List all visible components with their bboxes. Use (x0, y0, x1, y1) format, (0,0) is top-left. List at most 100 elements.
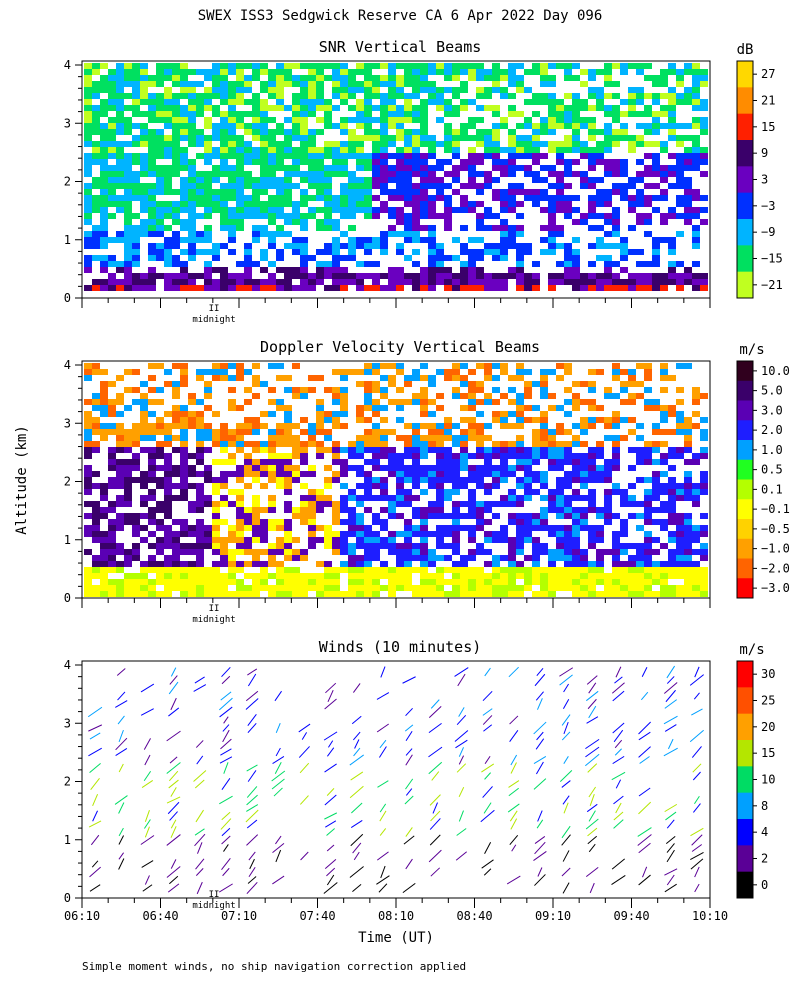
doppler-cell (516, 585, 524, 591)
doppler-cell (692, 573, 700, 579)
doppler-cell (444, 423, 452, 429)
snr-cell (140, 87, 148, 93)
doppler-cell (84, 549, 92, 555)
doppler-cell (420, 555, 428, 561)
colorbar-swatch (737, 400, 753, 421)
doppler-cell (412, 423, 420, 429)
doppler-cell (124, 405, 132, 411)
doppler-cell (156, 591, 164, 597)
snr-cell (108, 129, 116, 135)
snr-cell (364, 75, 372, 81)
doppler-cell (684, 483, 692, 489)
wind-barb (614, 748, 622, 756)
doppler-cell (356, 495, 364, 501)
doppler-cell (276, 465, 284, 471)
doppler-cell (612, 363, 620, 369)
snr-cell (284, 165, 292, 171)
snr-cell (284, 75, 292, 81)
snr-cell (132, 279, 140, 285)
snr-cell (172, 135, 180, 141)
doppler-cell (156, 453, 164, 459)
doppler-cell (508, 537, 516, 543)
doppler-cell (372, 519, 380, 525)
doppler-cell (420, 591, 428, 597)
snr-cell (556, 111, 564, 117)
snr-cell (124, 69, 132, 75)
snr-cell (140, 189, 148, 195)
snr-cell (140, 159, 148, 165)
snr-cell (404, 69, 412, 75)
doppler-cell (572, 399, 580, 405)
snr-cell (628, 111, 636, 117)
snr-cell (220, 207, 228, 213)
doppler-cell (284, 573, 292, 579)
snr-cell (580, 81, 588, 87)
snr-cell (604, 273, 612, 279)
snr-cell (476, 273, 484, 279)
snr-cell (412, 75, 420, 81)
doppler-cell (372, 573, 380, 579)
snr-cell (244, 261, 252, 267)
snr-cell (340, 99, 348, 105)
wind-barb (325, 820, 337, 828)
snr-cell (460, 207, 468, 213)
snr-cell (292, 111, 300, 117)
doppler-cell (284, 543, 292, 549)
snr-cell (340, 153, 348, 159)
doppler-cell (276, 477, 284, 483)
snr-cell (412, 81, 420, 87)
snr-cell (564, 75, 572, 81)
snr-cell (84, 135, 92, 141)
doppler-cell (84, 369, 92, 375)
doppler-cell (100, 435, 108, 441)
snr-cell (540, 141, 548, 147)
snr-cell (556, 159, 564, 165)
snr-cell (316, 99, 324, 105)
snr-cell (476, 279, 484, 285)
wind-barb (689, 674, 704, 686)
doppler-cell (164, 369, 172, 375)
wind-barb (509, 729, 519, 743)
doppler-cell (580, 585, 588, 591)
snr-cell (412, 201, 420, 207)
snr-cell (124, 225, 132, 231)
snr-cell (204, 177, 212, 183)
doppler-cell (652, 549, 660, 555)
snr-cell (564, 69, 572, 75)
snr-cell (540, 117, 548, 123)
doppler-cell (372, 411, 380, 417)
snr-cell (324, 153, 332, 159)
snr-cell (100, 279, 108, 285)
doppler-cell (252, 585, 260, 591)
doppler-cell (372, 567, 380, 573)
doppler-cell (180, 423, 188, 429)
snr-cell (340, 189, 348, 195)
doppler-cell (492, 363, 500, 369)
doppler-cell (316, 405, 324, 411)
snr-cell (180, 225, 188, 231)
snr-cell (492, 189, 500, 195)
snr-cell (148, 111, 156, 117)
wind-barb (637, 834, 652, 846)
snr-cell (676, 141, 684, 147)
doppler-cell (468, 531, 476, 537)
snr-cell (164, 207, 172, 213)
snr-cell (340, 93, 348, 99)
snr-cell (684, 63, 692, 69)
colorbar-swatch (737, 420, 753, 441)
doppler-cell (532, 441, 540, 447)
doppler-cell (276, 585, 284, 591)
colorbar-label: 0.1 (761, 482, 783, 496)
doppler-cell (644, 477, 652, 483)
snr-cell (588, 117, 596, 123)
doppler-cell (108, 519, 116, 525)
snr-cell (124, 213, 132, 219)
snr-cell (556, 279, 564, 285)
doppler-cell (532, 567, 540, 573)
snr-cell (388, 165, 396, 171)
snr-cell (380, 285, 388, 291)
doppler-cell (420, 513, 428, 519)
doppler-cell (668, 585, 676, 591)
snr-cell (548, 285, 556, 291)
doppler-cell (164, 537, 172, 543)
